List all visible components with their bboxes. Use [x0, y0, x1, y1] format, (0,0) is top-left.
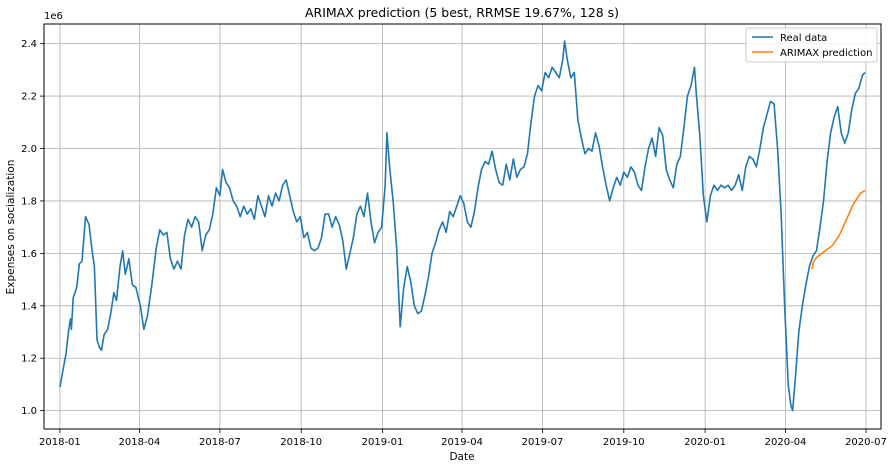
y-tick-label: 1.4: [21, 301, 37, 312]
x-tick-label: 2019-01: [362, 437, 404, 448]
y-tick-label: 1.8: [21, 196, 37, 207]
y-offset-label: 1e6: [44, 11, 63, 22]
arimax-prediction-line: [811, 189, 866, 270]
y-tick-label: 2.0: [21, 144, 37, 155]
y-tick-label: 1.6: [21, 249, 37, 260]
x-tick-label: 2020-01: [684, 437, 726, 448]
x-tick-label: 2019-10: [603, 437, 645, 448]
x-tick-label: 2020-04: [765, 437, 807, 448]
x-axis-label: Date: [449, 451, 474, 463]
real-data-line: [59, 40, 866, 412]
x-tick-label: 2018-07: [199, 437, 241, 448]
plot-lines: [59, 40, 866, 412]
x-tick-label: 2018-10: [280, 437, 322, 448]
chart-title: ARIMAX prediction (5 best, RRMSE 19.67%,…: [305, 5, 619, 20]
legend-box: [745, 27, 878, 63]
grid-lines: [44, 24, 881, 429]
y-tick-label: 1.2: [21, 354, 37, 365]
x-tick-label: 2020-07: [845, 437, 887, 448]
x-tick-label: 2018-01: [39, 437, 81, 448]
y-tick-label: 1.0: [21, 406, 37, 417]
legend-real-label: Real data: [780, 33, 827, 44]
y-tick-label: 2.2: [21, 92, 37, 103]
plot-frame: [43, 23, 882, 430]
x-tick-label: 2018-04: [119, 437, 161, 448]
x-tick-label: 2019-04: [441, 437, 483, 448]
y-tick-label: 2.4: [21, 39, 37, 50]
x-axis-ticks: 2018-01 2018-04 2018-07 2018-10 2019-01 2019-…: [39, 429, 887, 448]
legend-prediction-label: ARIMAX prediction: [780, 48, 872, 59]
legend: Real data ARIMAX prediction: [745, 27, 878, 63]
y-axis-ticks: 1.0 1.2 1.4 1.6 1.8 2.0 2.2 2.4: [21, 39, 44, 417]
x-tick-label: 2019-07: [522, 437, 564, 448]
y-axis-label: Expenses on socialization: [5, 160, 17, 295]
